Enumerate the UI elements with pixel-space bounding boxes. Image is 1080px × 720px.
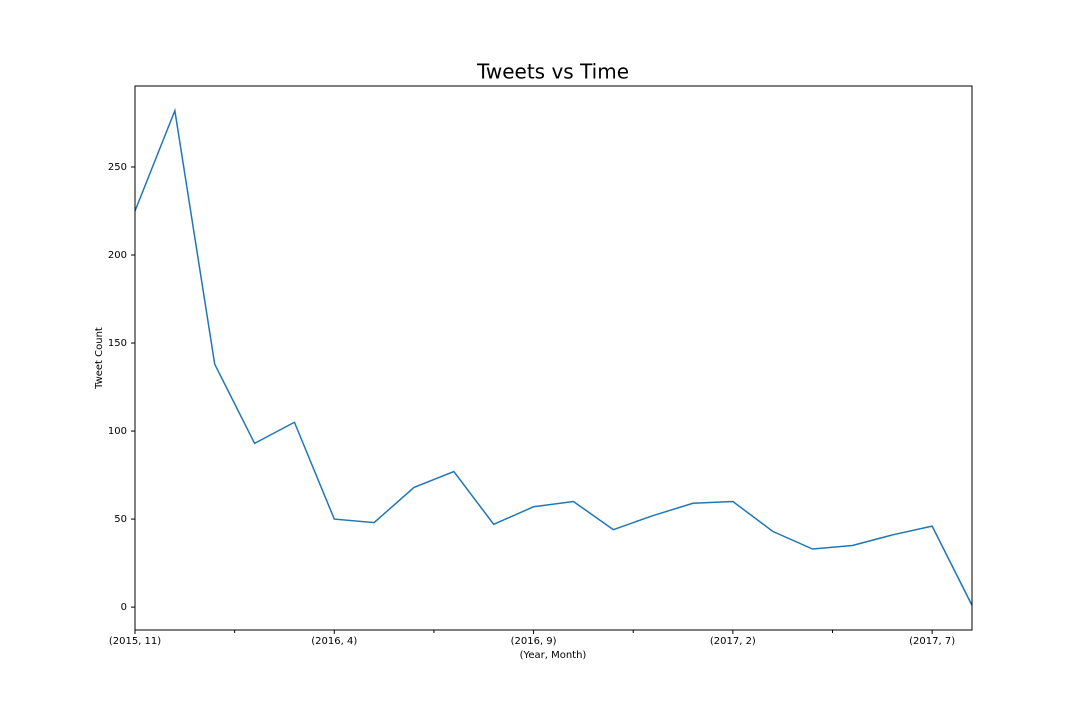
x-tick-label: (2017, 7) [909, 636, 955, 647]
x-tick-label: (2017, 2) [710, 636, 756, 647]
data-line [135, 107, 972, 606]
y-axis-label: Tweet Count [94, 327, 105, 390]
y-tick-label: 0 [121, 602, 127, 613]
plot-frame [134, 85, 973, 631]
x-axis-label: (Year, Month) [520, 650, 587, 661]
y-tick-label: 150 [108, 338, 127, 349]
x-tick-label: (2015, 11) [109, 636, 161, 647]
x-tick-label: (2016, 9) [511, 636, 557, 647]
chart-title: Tweets vs Time [476, 60, 629, 84]
y-tick-label: 100 [108, 426, 127, 437]
y-tick-label: 250 [108, 162, 127, 173]
x-tick-label: (2016, 4) [311, 636, 357, 647]
y-tick-label: 50 [114, 514, 127, 525]
y-tick-label: 200 [108, 250, 127, 261]
